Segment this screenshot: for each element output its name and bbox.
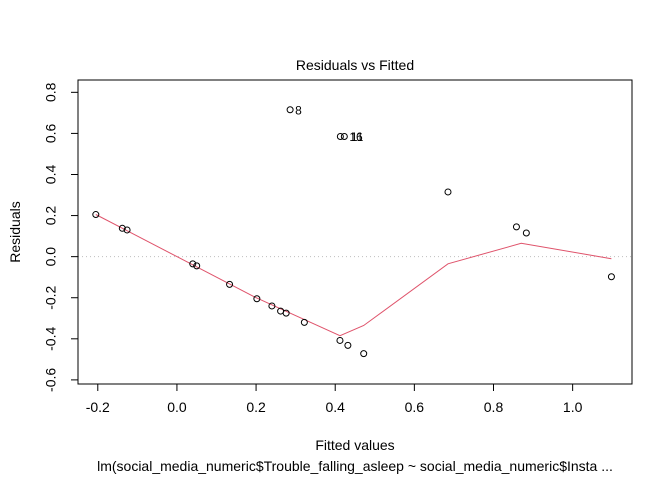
x-tick-label-4: 0.6 [405,399,425,415]
y-tick-label-3: 0.0 [43,247,59,267]
smooth-line [95,214,612,337]
data-point-21 [607,273,615,281]
data-point-15 [360,350,368,358]
data-point-14 [344,341,352,349]
data-point-4 [189,260,197,268]
data-point-6 [226,280,234,288]
data-point-2 [118,224,126,232]
y-tick-label-2: -0.2 [43,285,59,309]
data-point-17 [340,132,348,140]
chart-title: Residuals vs Fitted [296,57,414,73]
plot-frame [77,79,633,385]
y-tick-label-5: 0.4 [43,165,59,185]
y-axis: -0.6 -0.4 -0.2 0.0 0.2 0.4 0.6 0.8 [43,82,79,392]
data-point-3 [123,226,131,234]
data-point-19 [512,223,520,231]
smooth-line-layer [95,214,612,337]
data-point-18 [444,188,452,196]
point-label-8: 8 [295,103,302,117]
point-label-11: 11 [351,130,364,144]
y-tick-label-7: 0.8 [43,82,59,102]
y-tick-label-0: -0.6 [43,368,59,392]
data-point-10 [282,309,290,317]
y-tick-label-1: -0.4 [43,327,59,351]
data-point-1 [92,211,100,219]
points-layer [92,106,615,358]
x-axis: -0.2 0.0 0.2 0.4 0.6 0.8 1.0 [86,383,583,415]
data-point-7 [253,295,261,303]
data-point-8 [268,302,276,310]
y-axis-label: Residuals [7,201,23,262]
x-tick-label-3: 0.4 [325,399,345,415]
point-label-16: 16 [349,130,363,144]
x-tick-label-5: 0.8 [484,399,504,415]
x-axis-label: Fitted values [315,437,394,453]
data-point-16 [336,132,344,140]
x-tick-label-6: 1.0 [563,399,583,415]
data-point-11 [300,318,308,326]
y-tick-label-6: 0.6 [43,123,59,143]
data-point-5 [193,262,201,270]
data-point-20 [522,229,530,237]
x-tick-label-2: 0.2 [246,399,266,415]
data-point-13 [336,336,344,344]
data-point-12 [286,106,294,114]
y-tick-label-4: 0.2 [43,206,59,226]
x-tick-label-1: 0.0 [167,399,187,415]
x-tick-label-0: -0.2 [86,399,110,415]
chart-subtitle: lm(social_media_numeric$Trouble_falling_… [97,458,613,474]
